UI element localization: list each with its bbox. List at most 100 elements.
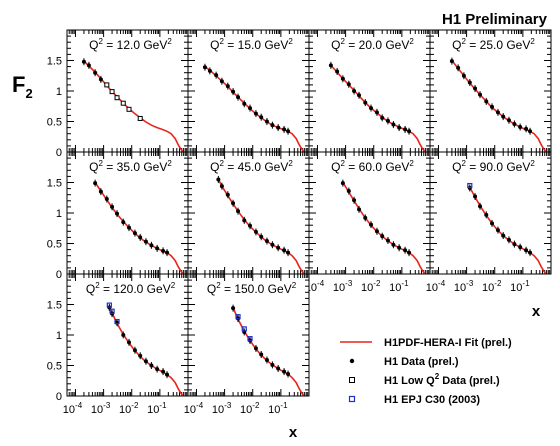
h1-data-point [165, 372, 170, 377]
h1-data-point [478, 92, 483, 97]
h1-data-point [512, 121, 517, 126]
legend-label: H1PDF-HERA-I Fit (prel.) [384, 337, 512, 349]
epj-c30-point [467, 182, 473, 189]
legend-item-3: H1 Low Q2 Data (prel.) [349, 372, 500, 387]
h1-data-point [524, 248, 529, 253]
h1-data-point [231, 201, 236, 206]
h1-data-point [528, 129, 533, 134]
q2-label: Q2 = 20.0 GeV2 [331, 37, 414, 52]
q2-label: Q2 = 25.0 GeV2 [452, 37, 535, 52]
low-q2-point [126, 106, 132, 112]
q2-label: Q2 = 45.0 GeV2 [210, 159, 293, 174]
h1-data-point [248, 106, 253, 111]
x-tick-label: 10-4 [63, 401, 83, 416]
h1-data-point [282, 248, 287, 253]
y-tick-label: 1.5 [47, 56, 62, 68]
h1-data-point [346, 82, 351, 87]
y-tick-label: 1 [56, 86, 62, 98]
h1-data-point [397, 125, 402, 130]
h1-data-point [506, 237, 511, 242]
epj-c30-point [106, 302, 112, 308]
h1-data-point [253, 229, 258, 234]
h1-data-point [282, 369, 287, 374]
legend-label: H1 Low Q2 Data (prel.) [384, 372, 500, 387]
panel-10: 10-4 10-3 10-2 10-1 Q2 = 150.0 GeV2 [184, 273, 310, 416]
h1-data-point [282, 127, 287, 132]
h1-data-point [86, 63, 91, 68]
h1-data-point [219, 184, 224, 189]
h1-data-point [380, 234, 385, 239]
low-q2-point [109, 89, 115, 95]
q2-label: Q2 = 120.0 GeV2 [86, 281, 176, 296]
x-tick-label: 10-2 [119, 401, 139, 416]
h1-data-point [98, 77, 103, 82]
h1-data-point [391, 242, 396, 247]
q2-label: Q2 = 12.0 GeV2 [89, 37, 172, 52]
h1-data-point [214, 73, 219, 78]
h1-data-point [385, 118, 390, 123]
h1-data-point [161, 369, 166, 374]
fit-line [342, 182, 426, 274]
low-q2-point [137, 115, 143, 121]
h1-data-point [484, 99, 489, 104]
h1-data-point [161, 248, 166, 253]
h1-data-point [138, 353, 143, 358]
h1-data-point [264, 239, 269, 244]
h1-data-point [270, 242, 275, 247]
h1-data-point [165, 250, 170, 255]
x-tick-label: 10-3 [212, 401, 232, 416]
h1-data-point [121, 220, 126, 225]
x-tick-label: 10-4 [184, 401, 204, 416]
legend-dot-swatch [349, 358, 355, 364]
h1-data-point [132, 231, 137, 236]
x-tick-label: 10-1 [268, 401, 288, 416]
h1-data-point [264, 358, 269, 363]
header-title: H1 Preliminary [442, 11, 548, 28]
h1-data-point [528, 250, 533, 255]
h1-data-point [236, 95, 241, 100]
h1-data-point [518, 245, 523, 250]
h1-data-point [253, 111, 258, 116]
x-tick-label: 10-1 [389, 279, 409, 294]
h1-data-point [397, 245, 402, 250]
h1-data-point [473, 194, 478, 199]
h1-data-point [155, 246, 160, 251]
h1-data-point [81, 59, 86, 64]
epj-c30-point [241, 326, 247, 332]
h1-data-point [467, 80, 472, 85]
x-tick-label: 10-3 [333, 279, 353, 294]
h1-data-point [225, 192, 230, 197]
h1-data-point [242, 218, 247, 223]
y-tick-label: 1.5 [47, 300, 62, 312]
low-q2-point [120, 100, 126, 106]
legend-label: H1 EPJ C30 (2003) [384, 394, 480, 406]
h1-data-point [449, 59, 454, 64]
panel-2: Q2 = 15.0 GeV2 [187, 29, 310, 153]
h1-data-point [518, 124, 523, 129]
y-tick-label: 1 [56, 330, 62, 342]
h1-data-point [407, 129, 412, 134]
fit-line [232, 307, 305, 396]
h1-data-point [490, 221, 495, 226]
h1-data-point [98, 189, 103, 194]
h1-data-point [216, 177, 221, 182]
x-tick-label: 10-4 [426, 279, 446, 294]
legend-item-1: H1PDF-HERA-I Fit (prel.) [340, 337, 512, 349]
h1-data-point [127, 340, 132, 345]
h1-data-point [357, 207, 362, 212]
legend: H1PDF-HERA-I Fit (prel.) H1 Data (prel.) H… [340, 337, 512, 406]
panel-6: Q2 = 45.0 GeV2 [187, 151, 310, 275]
h1-data-point [259, 115, 264, 120]
h1-data-point [363, 100, 368, 105]
epj-c30-point [114, 318, 120, 325]
h1-data-point [391, 122, 396, 127]
h1-data-point [484, 212, 489, 217]
h1-data-point [143, 239, 148, 244]
h1-data-point [202, 65, 207, 70]
y-tick-label: 0 [56, 147, 62, 159]
y-tick-label: 1 [56, 208, 62, 220]
h1-data-point [219, 79, 224, 84]
y-axis-label: F2 [12, 72, 33, 101]
h1-data-point [490, 104, 495, 109]
h1-data-point [110, 204, 115, 209]
